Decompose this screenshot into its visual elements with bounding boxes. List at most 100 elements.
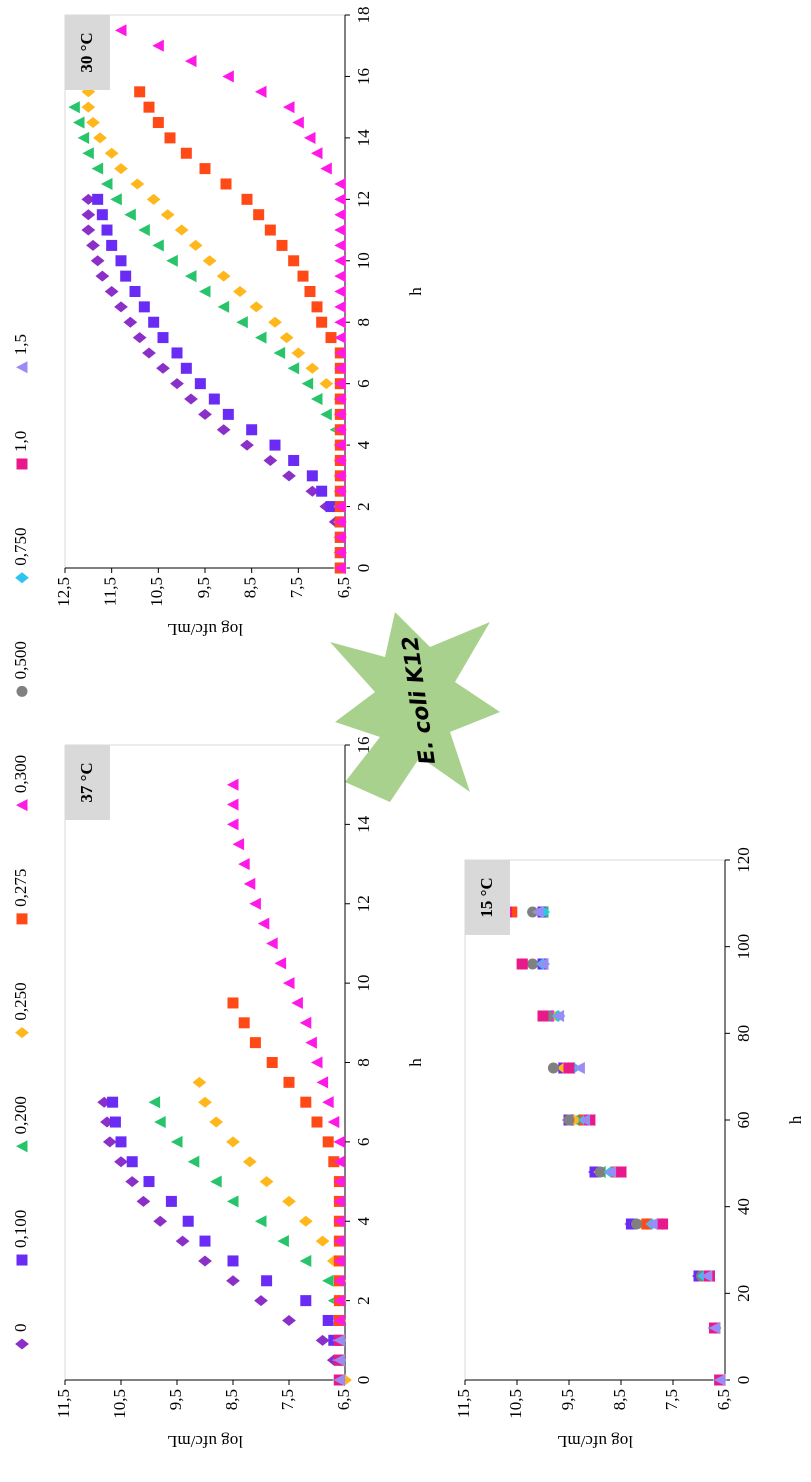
legend-marker [15, 1339, 29, 1350]
marker-triangle [304, 132, 316, 144]
marker-triangle [238, 858, 250, 870]
marker-triangle [244, 878, 256, 890]
marker-diamond [249, 301, 263, 312]
marker-triangle [302, 378, 314, 390]
marker-diamond [198, 1255, 212, 1266]
marker-triangle [300, 1255, 312, 1267]
y-tick-label: 11,5 [101, 577, 120, 606]
marker-triangle [188, 1156, 200, 1168]
marker-triangle [185, 55, 197, 67]
marker-triangle [149, 1096, 161, 1108]
marker-square [181, 363, 192, 374]
marker-diamond [203, 255, 217, 266]
marker-triangle [291, 997, 303, 1009]
marker-square [110, 1117, 121, 1128]
page: {"chart_data": [ {"type": "scatter", "la… [0, 0, 811, 1482]
marker-square [312, 1117, 323, 1128]
marker-diamond [81, 209, 95, 220]
marker-square [564, 1063, 575, 1074]
y-tick-label: 12,5 [54, 577, 73, 607]
marker-triangle [274, 347, 286, 359]
marker-square [120, 271, 131, 282]
marker-square [300, 1097, 311, 1108]
marker-diamond [86, 117, 100, 128]
x-tick-label: 6 [354, 379, 373, 388]
x-tick-label: 0 [354, 564, 373, 573]
marker-diamond [114, 1156, 128, 1167]
marker-triangle [311, 1056, 323, 1068]
marker-triangle [255, 1215, 267, 1227]
marker-diamond [291, 347, 305, 358]
marker-triangle [317, 1076, 329, 1088]
marker-square [165, 132, 176, 143]
marker-triangle [73, 116, 85, 128]
x-axis-title: h [406, 1058, 425, 1067]
marker-square [116, 255, 127, 266]
marker-diamond [86, 240, 100, 251]
marker-diamond [95, 271, 109, 282]
y-tick-label: 11,5 [54, 1389, 73, 1418]
marker-diamond [226, 1136, 240, 1147]
y-tick-label: 9,5 [194, 577, 213, 598]
marker-square [97, 209, 108, 220]
marker-triangle [185, 270, 197, 282]
marker-triangle [334, 193, 346, 205]
marker-triangle [166, 255, 178, 267]
marker-diamond [161, 209, 175, 220]
marker-square [92, 194, 103, 205]
marker-triangle [292, 116, 304, 128]
marker-circle [564, 1115, 575, 1126]
legend-label: 0,200 [11, 1096, 30, 1134]
legend-marker [16, 799, 28, 811]
x-tick-label: 6 [354, 1138, 373, 1147]
marker-triangle [334, 209, 346, 221]
marker-triangle [92, 163, 104, 175]
y-tick-label: 6,5 [334, 577, 353, 598]
marker-diamond [243, 1156, 257, 1167]
marker-square [267, 1057, 278, 1068]
marker-triangle [334, 316, 346, 328]
marker-square [221, 178, 232, 189]
marker-diamond [153, 1216, 167, 1227]
x-axis-title: h [406, 287, 425, 296]
y-tick-label: 10,5 [506, 1389, 525, 1419]
x-tick-label: 16 [354, 737, 373, 754]
x-tick-label: 20 [734, 1285, 753, 1302]
legend-marker [17, 686, 28, 697]
marker-square [316, 486, 327, 497]
marker-triangle [283, 101, 295, 113]
marker-square [298, 271, 309, 282]
x-tick-label: 0 [734, 1376, 753, 1385]
marker-diamond [81, 102, 95, 113]
legend-label: 0,100 [11, 1210, 30, 1248]
y-tick-label: 8,5 [222, 1389, 241, 1410]
y-axis-title: log ufc/mL [557, 1432, 633, 1451]
marker-square [106, 240, 117, 251]
condition-label: 15 °C [477, 877, 496, 917]
condition-label: 30 °C [77, 32, 96, 72]
marker-square [323, 1136, 334, 1147]
marker-triangle [322, 1096, 334, 1108]
x-tick-label: 100 [734, 934, 753, 960]
y-axis-title: log ufc/mL [167, 620, 243, 639]
marker-diamond [233, 286, 247, 297]
x-tick-label: 40 [734, 1198, 753, 1215]
marker-diamond [217, 271, 231, 282]
marker-triangle [124, 209, 136, 221]
marker-diamond [137, 1196, 151, 1207]
marker-square [181, 148, 192, 159]
marker-diamond [254, 1295, 268, 1306]
marker-triangle [249, 898, 261, 910]
marker-diamond [170, 378, 184, 389]
marker-triangle [82, 147, 94, 159]
marker-square [183, 1216, 194, 1227]
marker-triangle [152, 239, 164, 251]
marker-triangle [300, 1017, 312, 1029]
x-tick-label: 8 [354, 1058, 373, 1067]
marker-triangle [334, 178, 346, 190]
marker-diamond [263, 455, 277, 466]
marker-square [323, 1315, 334, 1326]
x-tick-label: 14 [354, 129, 373, 147]
marker-triangle [227, 779, 239, 791]
marker-square [517, 959, 528, 970]
